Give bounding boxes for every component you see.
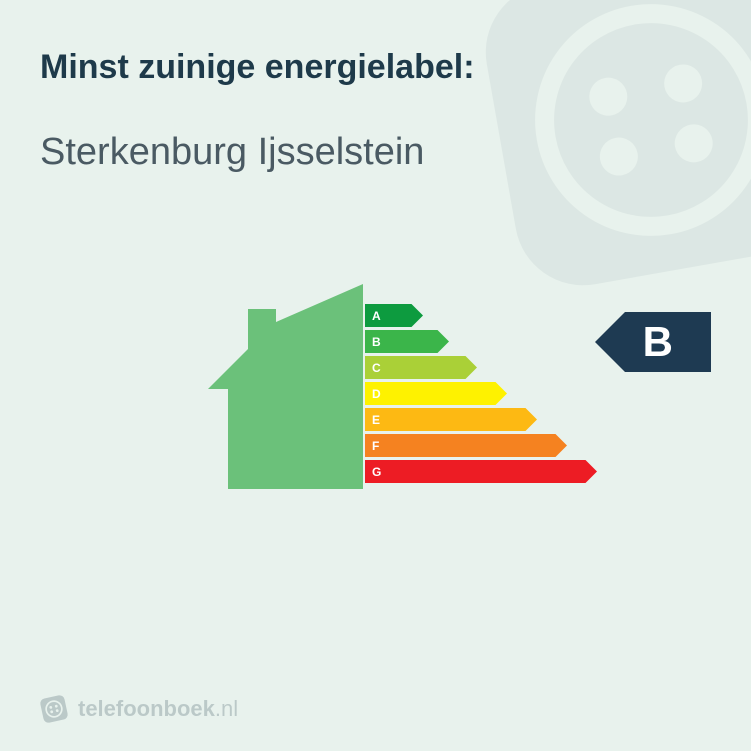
bar-letter: C [372, 361, 381, 375]
bar-letter: E [372, 413, 380, 427]
energy-bar-a: A [365, 304, 597, 327]
energy-bar-c: C [365, 356, 597, 379]
bar-letter: F [372, 439, 379, 453]
energy-bar-f: F [365, 434, 597, 457]
energy-chart: ABCDEFG B [40, 284, 711, 564]
content: Minst zuinige energielabel: Sterkenburg … [0, 0, 751, 564]
footer-tld: .nl [215, 696, 238, 721]
energy-bar-e: E [365, 408, 597, 431]
bar-shape [365, 434, 567, 457]
footer-brand: telefoonboek [78, 696, 215, 721]
page-title: Minst zuinige energielabel: [40, 48, 711, 87]
energy-bar-d: D [365, 382, 597, 405]
house-icon [208, 284, 363, 489]
footer-logo-icon [37, 692, 70, 725]
bar-shape [365, 460, 597, 483]
energy-bar-g: G [365, 460, 597, 483]
subtitle: Sterkenburg Ijsselstein [40, 131, 711, 174]
bar-letter: B [372, 335, 381, 349]
bar-shape [365, 356, 477, 379]
selected-arrow [595, 312, 625, 372]
energy-bars: ABCDEFG [365, 304, 597, 486]
bar-shape [365, 382, 507, 405]
bar-letter: G [372, 465, 381, 479]
selected-letter: B [625, 312, 711, 372]
energy-bar-b: B [365, 330, 597, 353]
bar-shape [365, 408, 537, 431]
bar-letter: D [372, 387, 381, 401]
footer: telefoonboek.nl [40, 695, 238, 723]
selected-label: B [595, 312, 711, 372]
footer-text: telefoonboek.nl [78, 696, 238, 722]
bar-letter: A [372, 309, 381, 323]
